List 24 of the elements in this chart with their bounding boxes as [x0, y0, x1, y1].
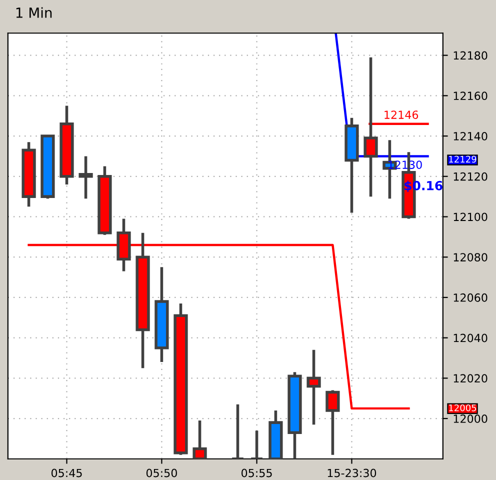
y-tick-label: 12100 — [454, 212, 488, 222]
chart-title: 1 Min — [16, 7, 52, 18]
candlestick — [326, 388, 340, 456]
y-tick-label: 12160 — [454, 92, 488, 100]
candlestick — [78, 154, 93, 200]
annotation: 12146 — [384, 110, 418, 119]
y-tick-label: 12120 — [454, 172, 488, 181]
candlestick — [250, 429, 264, 459]
text: 12129 — [449, 156, 476, 163]
y-tick-label: 12040 — [454, 334, 488, 342]
x-tick-label: 05:55 — [242, 468, 272, 478]
x-tick-label: 15-23:30 — [328, 468, 376, 478]
y-tick-label: 12080 — [454, 253, 488, 262]
x-tick-label: 05:50 — [146, 468, 177, 478]
y-tick-label: 12180 — [454, 51, 488, 60]
text: 12005 — [449, 404, 476, 412]
y-tick-label: 12060 — [454, 293, 488, 302]
y-tick-label: 12020 — [454, 374, 488, 383]
candlestick — [230, 403, 245, 459]
x-tick-label: 05:45 — [51, 468, 82, 478]
candlestick — [306, 348, 321, 426]
candlestick — [192, 419, 207, 459]
y-tick-label: 12140 — [454, 132, 488, 140]
y-tick-label: 12000 — [454, 414, 488, 423]
